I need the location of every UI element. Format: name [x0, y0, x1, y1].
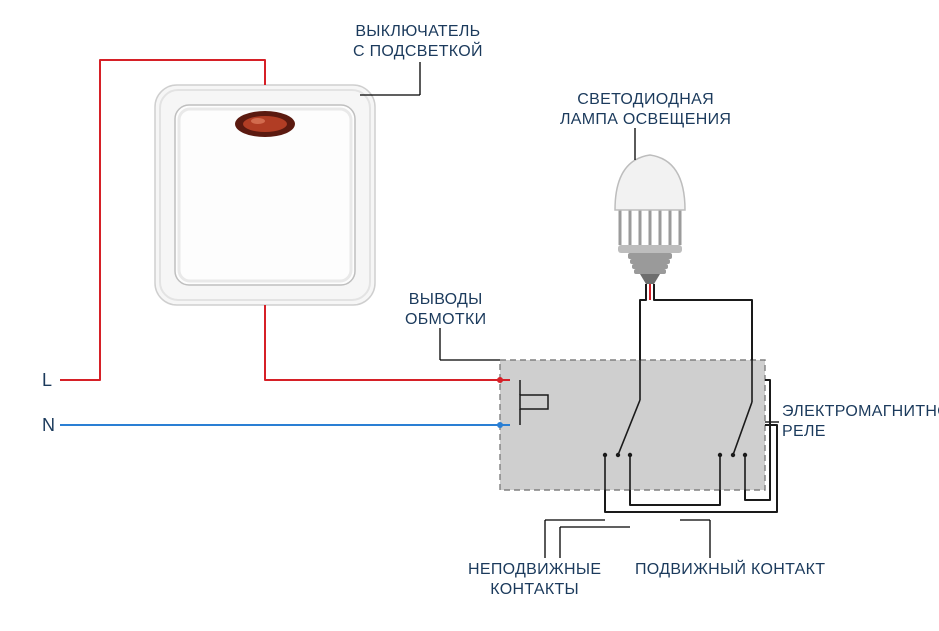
led-bulb [615, 155, 685, 284]
wire-L [60, 60, 500, 380]
junction-L [497, 377, 503, 383]
lamp-label: СВЕТОДИОДНАЯ ЛАМПА ОСВЕЩЕНИЯ [560, 90, 731, 130]
switch-label: ВЫКЛЮЧАТЕЛЬ С ПОДСВЕТКОЙ [353, 22, 483, 62]
coil-terminals-label: ВЫВОДЫ ОБМОТКИ [405, 290, 486, 330]
fixed-contacts-label: НЕПОДВИЖНЫЕ КОНТАКТЫ [468, 560, 601, 600]
junction-N [497, 422, 503, 428]
pin-A2: А2 [527, 418, 543, 433]
terminal-N: N [42, 415, 55, 436]
wire-black [500, 284, 777, 512]
pin-A1: А1 [527, 369, 543, 384]
terminal-L: L [42, 370, 52, 391]
wall-switch [155, 85, 375, 305]
relay-label: ЭЛЕКТРОМАГНИТНОЕ РЕЛЕ [782, 402, 939, 442]
movable-contact-label: ПОДВИЖНЫЙ КОНТАКТ [635, 560, 825, 580]
